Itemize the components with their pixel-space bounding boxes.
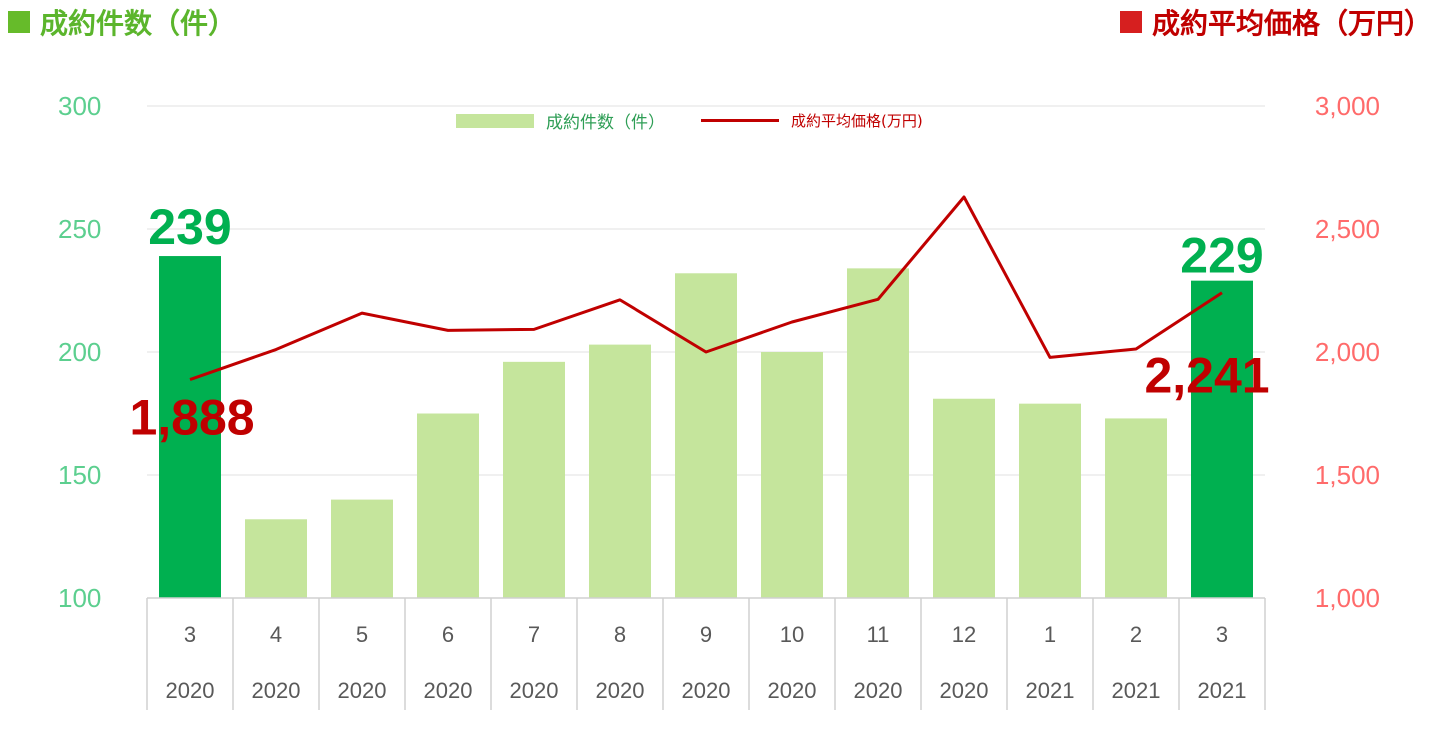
month-tick-label: 4 (270, 622, 282, 647)
year-tick-label: 2021 (1026, 678, 1075, 703)
month-tick-label: 1 (1044, 622, 1056, 647)
green-square-icon (8, 11, 30, 33)
chart-legend: 成約件数（件） 成約平均価格(万円) (456, 108, 923, 133)
bar (847, 268, 909, 598)
bar (417, 413, 479, 598)
legend-bar-label: 成約件数（件） (546, 113, 665, 133)
data-label-first-price: 1,888 (129, 390, 254, 446)
bar (761, 352, 823, 598)
year-tick-label: 2021 (1198, 678, 1247, 703)
left-tick-label: 100 (58, 583, 101, 613)
month-tick-label: 2 (1130, 622, 1142, 647)
left-axis-title-text: 成約件数（件） (40, 7, 237, 40)
month-tick-label: 5 (356, 622, 368, 647)
month-tick-label: 11 (867, 622, 890, 647)
bar (1105, 418, 1167, 598)
year-tick-label: 2020 (166, 678, 215, 703)
data-label-last-bar: 229 (1180, 228, 1263, 284)
left-tick-label: 200 (58, 337, 101, 367)
month-tick-label: 8 (614, 622, 626, 647)
month-tick-label: 3 (1216, 622, 1228, 647)
left-tick-label: 150 (58, 460, 101, 490)
month-tick-label: 7 (528, 622, 540, 647)
left-axis-title: 成約件数（件） (8, 2, 236, 42)
year-tick-label: 2020 (510, 678, 559, 703)
year-tick-label: 2020 (682, 678, 731, 703)
month-tick-label: 6 (442, 622, 454, 647)
year-tick-label: 2020 (424, 678, 473, 703)
bar (675, 273, 737, 598)
month-tick-label: 9 (700, 622, 712, 647)
data-label-last-price: 2,241 (1144, 348, 1269, 404)
year-tick-label: 2020 (768, 678, 817, 703)
year-tick-label: 2020 (940, 678, 989, 703)
right-tick-label: 1,500 (1315, 460, 1380, 490)
month-tick-label: 10 (780, 622, 804, 647)
data-label-first-bar: 239 (148, 199, 231, 255)
bar (245, 519, 307, 598)
bar (159, 256, 221, 598)
right-tick-label: 2,500 (1315, 214, 1380, 244)
year-tick-label: 2020 (596, 678, 645, 703)
bar (331, 499, 393, 598)
left-tick-label: 300 (58, 91, 101, 121)
right-tick-label: 3,000 (1315, 91, 1380, 121)
red-square-icon (1119, 11, 1142, 33)
bar (503, 361, 565, 598)
bar (589, 344, 651, 598)
month-tick-label: 3 (184, 622, 196, 647)
year-tick-label: 2021 (1112, 678, 1161, 703)
left-tick-label: 250 (58, 214, 101, 244)
price-line (189, 195, 1223, 381)
bar (1191, 280, 1253, 598)
right-axis-title: 成約平均価格（万円） (1119, 2, 1432, 42)
right-tick-label: 2,000 (1315, 337, 1380, 367)
legend-bar-swatch (456, 113, 534, 128)
month-tick-label: 12 (952, 622, 976, 647)
bar (933, 398, 995, 598)
legend-line-swatch (701, 119, 779, 122)
year-tick-label: 2020 (338, 678, 387, 703)
year-tick-label: 2020 (854, 678, 903, 703)
right-tick-label: 1,000 (1315, 583, 1380, 613)
bar (1019, 403, 1081, 598)
right-axis-title-text: 成約平均価格（万円） (1151, 7, 1432, 40)
year-tick-label: 2020 (252, 678, 301, 703)
legend-line-label: 成約平均価格(万円) (791, 112, 923, 130)
